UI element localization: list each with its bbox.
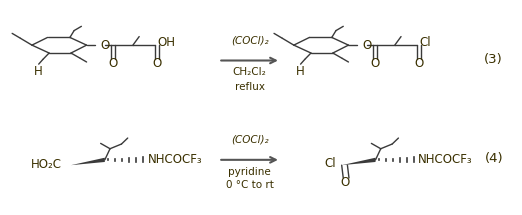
- Text: O: O: [101, 39, 110, 52]
- Text: H: H: [34, 65, 43, 78]
- Text: reflux: reflux: [234, 82, 265, 92]
- Text: O: O: [414, 57, 423, 70]
- Text: O: O: [109, 57, 118, 70]
- Text: O: O: [371, 57, 379, 70]
- Text: Cl: Cl: [419, 37, 431, 49]
- Text: O: O: [341, 176, 350, 189]
- Text: (3): (3): [484, 53, 503, 66]
- Text: NHCOCF₃: NHCOCF₃: [148, 153, 202, 166]
- Text: Cl: Cl: [325, 157, 337, 170]
- Text: (COCl)₂: (COCl)₂: [231, 135, 268, 144]
- Text: CH₂Cl₂: CH₂Cl₂: [233, 67, 266, 77]
- Text: (4): (4): [484, 152, 503, 165]
- Text: OH: OH: [158, 37, 175, 49]
- Text: 0 °C to rt: 0 °C to rt: [226, 180, 274, 190]
- Text: O: O: [152, 57, 161, 70]
- Polygon shape: [71, 158, 105, 165]
- Text: NHCOCF₃: NHCOCF₃: [418, 153, 473, 166]
- Polygon shape: [342, 158, 375, 165]
- Text: HO₂C: HO₂C: [31, 158, 62, 171]
- Text: H: H: [296, 65, 305, 78]
- Text: (COCl)₂: (COCl)₂: [231, 35, 268, 45]
- Text: O: O: [362, 39, 372, 52]
- Text: pyridine: pyridine: [228, 167, 271, 177]
